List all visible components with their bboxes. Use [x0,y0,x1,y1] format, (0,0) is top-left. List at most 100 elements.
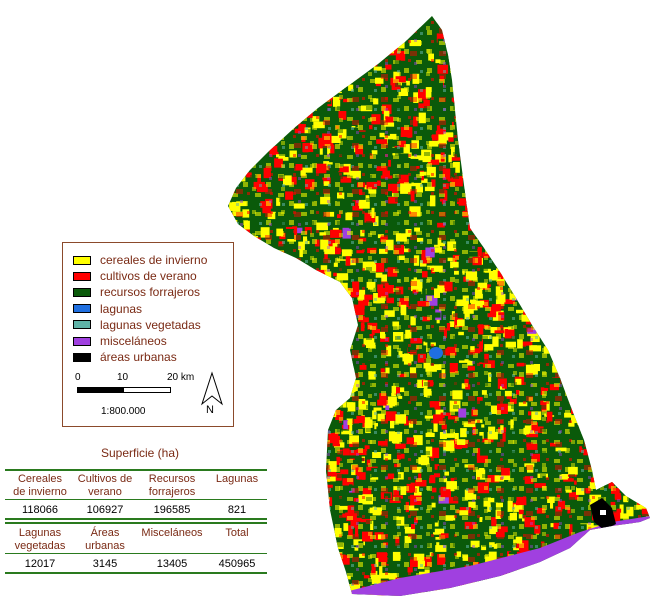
land-use-patch [607,124,612,131]
land-use-patch [510,205,519,213]
land-use-patch [571,124,577,135]
land-use-patch [624,490,630,496]
land-use-patch [584,67,589,77]
land-use-patch [587,99,598,108]
land-use-patch [600,543,610,551]
land-use-patch [546,135,558,143]
land-use-patch [631,470,642,479]
land-use-patch [272,289,280,295]
land-use-patch [634,147,642,157]
land-use-patch [618,18,626,29]
land-use-patch [556,291,564,302]
land-use-patch [544,98,551,107]
land-use-patch [575,175,587,185]
land-use-patch [573,28,586,34]
land-use-patch [336,36,349,40]
land-use-patch [255,337,262,348]
land-use-patch [299,326,306,334]
land-use-patch [294,445,301,451]
land-use-patch [566,594,578,596]
land-use-patch [606,215,615,222]
land-use-patch [581,346,586,357]
land-use-patch [567,74,572,80]
land-use-patch [618,40,629,48]
land-use-patch [585,67,595,76]
land-use-patch [627,327,632,335]
land-use-patch [595,537,602,546]
land-use-patch [312,394,321,402]
land-use-patch [244,16,249,24]
land-use-patch [312,487,324,492]
land-use-patch [483,114,494,126]
land-use-patch [236,103,245,107]
land-use-patch [523,135,529,144]
land-use-patch [634,439,642,444]
land-use-patch [650,589,653,596]
land-use-patch [512,246,523,251]
land-use-patch [248,586,259,596]
land-use-patch [560,44,572,56]
land-use-patch [477,146,489,151]
land-use-patch [600,261,605,265]
land-use-patch [553,231,565,237]
land-use-patch [623,376,628,387]
land-use-patch [503,190,507,195]
land-use-patch [583,244,588,248]
land-use-patch [319,447,324,458]
land-use-patch [291,372,301,383]
land-use-patch [303,345,314,354]
land-use-patch [298,535,310,541]
land-use-patch [264,120,272,129]
legend-swatch [73,352,91,362]
land-use-patch [337,67,342,74]
land-use-patch [646,386,650,391]
land-use-patch [356,47,360,59]
land-use-patch [596,527,602,535]
land-use-patch [619,437,626,447]
land-use-patch [618,585,622,596]
land-use-patch [258,383,264,388]
land-use-patch [361,28,374,39]
land-use-patch [577,50,583,60]
land-use-patch [232,68,245,75]
land-use-patch [292,467,299,476]
land-use-patch [640,531,646,535]
land-use-patch [601,545,605,551]
land-use-patch [651,473,655,483]
land-use-patch [489,33,498,38]
land-use-patch [250,251,259,261]
north-arrow: N [199,371,225,419]
land-use-patch [318,330,330,337]
land-use-patch [572,320,583,327]
land-use-patch [627,144,639,154]
land-use-patch [242,251,255,257]
land-use-patch [526,215,538,226]
land-use-patch [509,121,513,131]
land-use-patch [522,219,531,224]
land-use-patch [598,204,603,214]
land-use-patch [599,543,608,550]
land-use-patch [635,90,648,100]
land-use-patch [287,541,295,545]
land-use-patch [587,445,592,453]
land-use-patch [486,16,492,21]
land-use-patch [560,201,568,208]
land-use-patch [306,493,312,503]
land-use-patch [593,455,605,466]
land-use-patch [586,245,595,255]
land-use-patch [250,67,255,78]
land-use-patch [329,62,336,69]
land-use-patch [627,470,637,476]
land-use-patch [553,32,559,42]
land-use-patch [319,347,327,355]
land-use-patch [627,476,633,481]
land-use-patch [560,209,573,219]
land-use-patch [628,584,635,591]
land-use-patch [518,169,531,179]
land-use-patch [529,84,536,89]
land-use-patch [235,376,241,386]
land-use-patch [299,27,310,38]
land-use-patch [565,148,577,159]
land-use-patch [631,58,636,63]
land-use-patch [578,312,590,322]
